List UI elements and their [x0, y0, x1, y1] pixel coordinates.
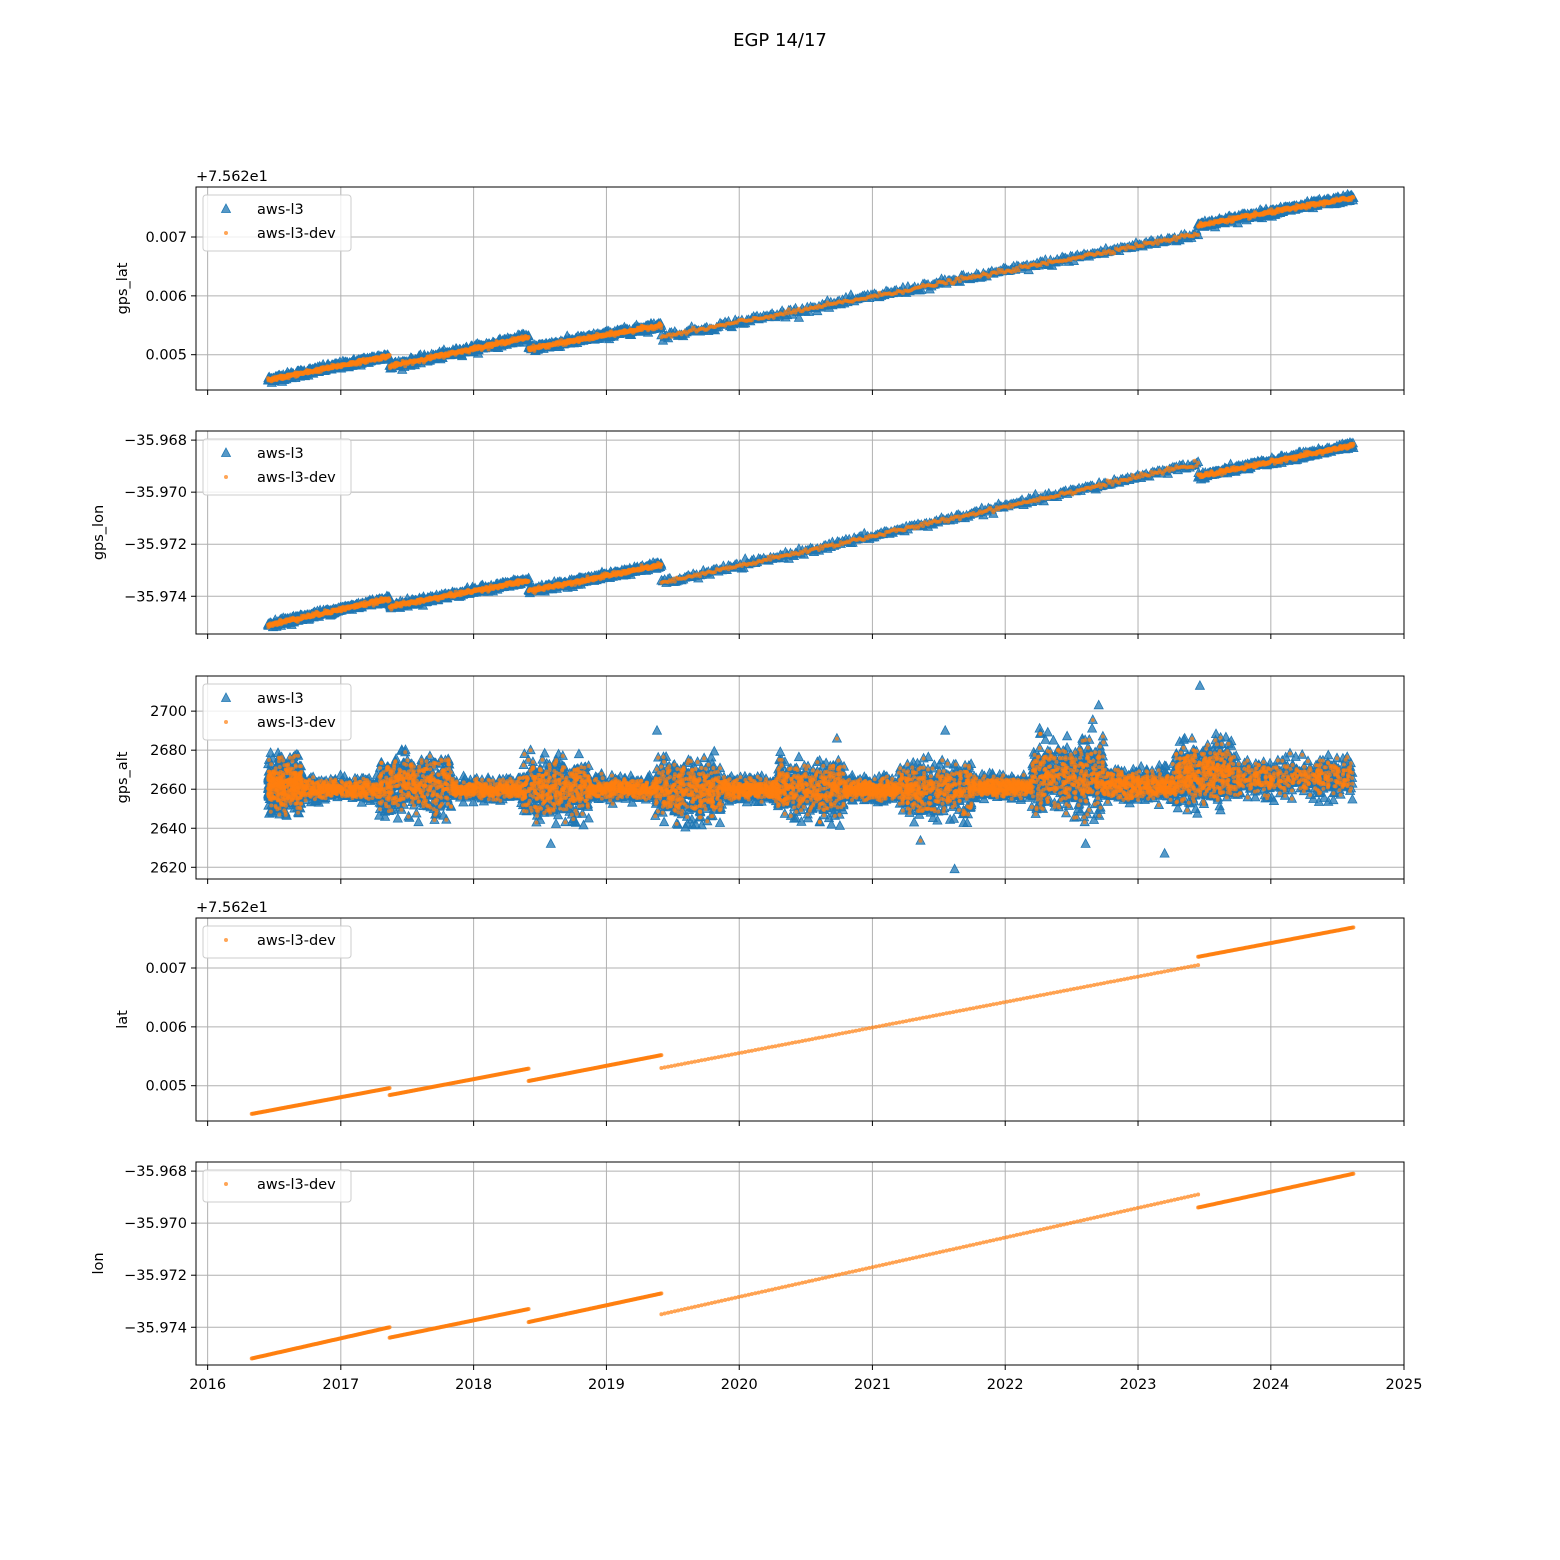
axes-frame: [195, 186, 1405, 391]
legend: aws-l3 aws-l3-dev: [202, 194, 352, 252]
data-point-aws-l3-dev: [403, 364, 408, 369]
data-point-aws-l3-dev: [1123, 247, 1128, 252]
data-point-aws-l3-dev: [1351, 195, 1356, 200]
data-point-aws-l3-dev: [1112, 251, 1117, 256]
y-tick-label: 0.007: [145, 230, 187, 246]
data-point-aws-l3-dev: [1107, 248, 1112, 253]
data-point-aws-l3-dev: [526, 335, 531, 339]
axis-offset-label: +7.562e1: [196, 169, 268, 185]
data-point-aws-l3-dev: [1155, 241, 1160, 246]
figure-title: EGP 14/17: [733, 30, 827, 51]
data-point-aws-l3-dev: [956, 276, 961, 281]
data-point-aws-l3: [793, 311, 805, 322]
series-aws-l3-dev: [266, 441, 1356, 630]
data-point-aws-l3-dev: [659, 323, 664, 328]
data-point-aws-l3-dev: [1172, 234, 1177, 239]
y-tick-label: 0.005: [145, 348, 187, 364]
panels: 0.0050.0060.007+7.562e1gps_lataws-l3aws-…: [91, 169, 1422, 1393]
data-point-aws-l3-dev: [875, 294, 880, 299]
data-point-aws-l3-dev: [786, 307, 791, 312]
series-aws-l3-dev: [266, 194, 1356, 384]
data-point-aws-l3-dev: [785, 311, 790, 316]
data-point-aws-l3-dev: [994, 271, 999, 276]
legend-label: aws-l3: [257, 202, 304, 218]
data-point-aws-l3-dev: [1196, 232, 1201, 237]
legend-marker-aws-l3: [220, 203, 232, 213]
legend-marker-aws-l3-dev: [224, 231, 228, 235]
y-tick-label: 0.006: [145, 289, 187, 305]
data-point-aws-l3-dev: [1140, 244, 1145, 249]
data-point-aws-l3-dev: [1045, 262, 1050, 267]
data-point-aws-l3-dev: [781, 312, 786, 317]
data-point-aws-l3-dev: [1016, 268, 1021, 273]
data-point-aws-l3-dev: [1154, 238, 1159, 243]
data-point-aws-l3-dev: [1013, 269, 1018, 274]
data-point-aws-l3-dev: [486, 347, 491, 352]
data-point-aws-l3-dev: [957, 279, 962, 284]
data-point-aws-l3-dev: [944, 281, 949, 286]
data-point-aws-l3-dev: [1132, 246, 1137, 250]
data-layer: [262, 188, 1359, 387]
chart-panel-gps_lat: 0.0050.0060.007+7.562e1gps_lataws-l3aws-…: [115, 169, 1405, 395]
legend-label: aws-l3-dev: [257, 226, 336, 242]
legend-box: [202, 194, 352, 252]
chart-panel-gps_lon: −35.974−35.972−35.970−35.968gps_lonaws-l…: [91, 430, 1405, 639]
data-point-aws-l3-dev: [1009, 270, 1014, 274]
data-point-aws-l3-dev: [387, 353, 392, 357]
y-axis-label: gps_lat: [115, 262, 131, 314]
data-layer: [262, 437, 1359, 632]
